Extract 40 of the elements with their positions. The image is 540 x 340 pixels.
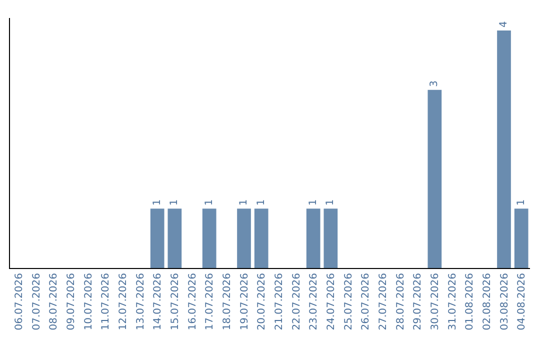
x-tick-label: 03.08.2026 — [499, 273, 510, 330]
x-tick-label: 21.07.2026 — [274, 273, 285, 330]
x-tick-label: 12.07.2026 — [118, 273, 129, 330]
x-tick-label: 13.07.2026 — [135, 273, 146, 330]
data-label: 3 — [429, 80, 440, 87]
x-tick-label: 19.07.2026 — [239, 273, 250, 330]
x-tick-label: 09.07.2026 — [66, 273, 77, 330]
x-tick-label: 11.07.2026 — [100, 273, 112, 330]
data-label: 1 — [152, 199, 163, 206]
x-tick-label: 02.08.2026 — [482, 273, 493, 330]
x-tick-label: 23.07.2026 — [308, 273, 320, 330]
x-tick-label: 17.07.2026 — [204, 273, 216, 330]
x-tick-label: 10.07.2026 — [83, 273, 94, 330]
data-label: 1 — [516, 199, 527, 206]
x-tick-label: 14.07.2026 — [152, 273, 164, 330]
x-tick-label: 18.07.2026 — [222, 273, 233, 330]
x-tick-label: 06.07.2026 — [14, 273, 25, 330]
data-label: 1 — [204, 199, 215, 206]
x-tick-label: 22.07.2026 — [291, 273, 302, 330]
x-tick-label: 07.07.2026 — [31, 273, 42, 330]
data-label: 1 — [256, 199, 267, 206]
x-tick-label: 27.07.2026 — [378, 273, 389, 330]
data-label: 1 — [325, 199, 336, 206]
x-tick-label: 29.07.2026 — [412, 273, 424, 330]
x-tick-label: 01.08.2026 — [464, 273, 476, 330]
x-tick-label: 04.08.2026 — [516, 273, 528, 330]
data-label: 1 — [169, 199, 180, 206]
x-tick-label: 25.07.2026 — [343, 273, 354, 330]
data-label: 4 — [498, 21, 510, 28]
x-tick-label: 26.07.2026 — [360, 273, 372, 330]
x-tick-label: 15.07.2026 — [170, 273, 181, 330]
x-tick-label: 08.07.2026 — [48, 273, 60, 330]
x-tick-label: 30.07.2026 — [430, 273, 441, 330]
x-tick-label: 24.07.2026 — [326, 273, 337, 330]
x-tick-label: 16.07.2026 — [187, 273, 198, 330]
data-label: 1 — [308, 199, 319, 206]
x-tick-label: 20.07.2026 — [256, 273, 268, 330]
data-label: 1 — [238, 199, 250, 206]
x-tick-label: 31.07.2026 — [447, 273, 458, 330]
x-tick-label: 28.07.2026 — [395, 273, 406, 330]
